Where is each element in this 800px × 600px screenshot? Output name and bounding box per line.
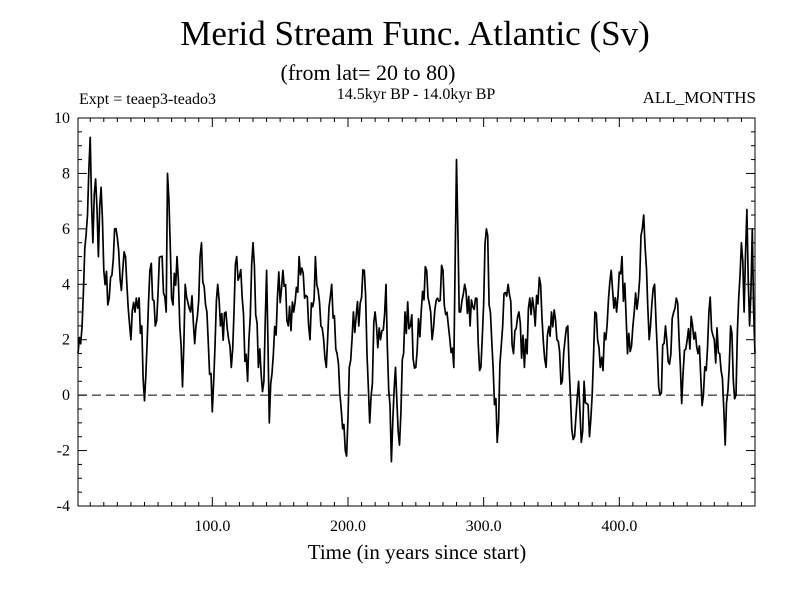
y-tick-label: 10	[54, 110, 70, 127]
series-line	[77, 136, 756, 463]
period-label: 14.5kyr BP - 14.0kyr BP	[336, 86, 496, 103]
x-tick-label: 300.0	[466, 518, 502, 535]
x-tick-label: 100.0	[194, 518, 230, 535]
y-tick-label: -2	[57, 443, 70, 460]
chart-title: Merid Stream Func. Atlantic (Sv)	[180, 14, 650, 53]
x-axis-label: Time (in years since start)	[307, 540, 527, 564]
season-label: ALL_MONTHS	[642, 88, 756, 107]
y-tick-label: 4	[62, 276, 70, 293]
y-tick-label: 0	[62, 387, 70, 404]
x-tick-label: 400.0	[601, 518, 637, 535]
y-tick-label: 6	[62, 221, 70, 238]
y-tick-label: 2	[62, 332, 70, 349]
y-tick-label: 8	[62, 165, 70, 182]
chart-subtitle: (from lat= 20 to 80)	[280, 60, 456, 85]
y-tick-label: -4	[57, 498, 70, 515]
x-tick-label: 200.0	[330, 518, 366, 535]
experiment-label: Expt = teaep3-teado3	[79, 91, 216, 108]
